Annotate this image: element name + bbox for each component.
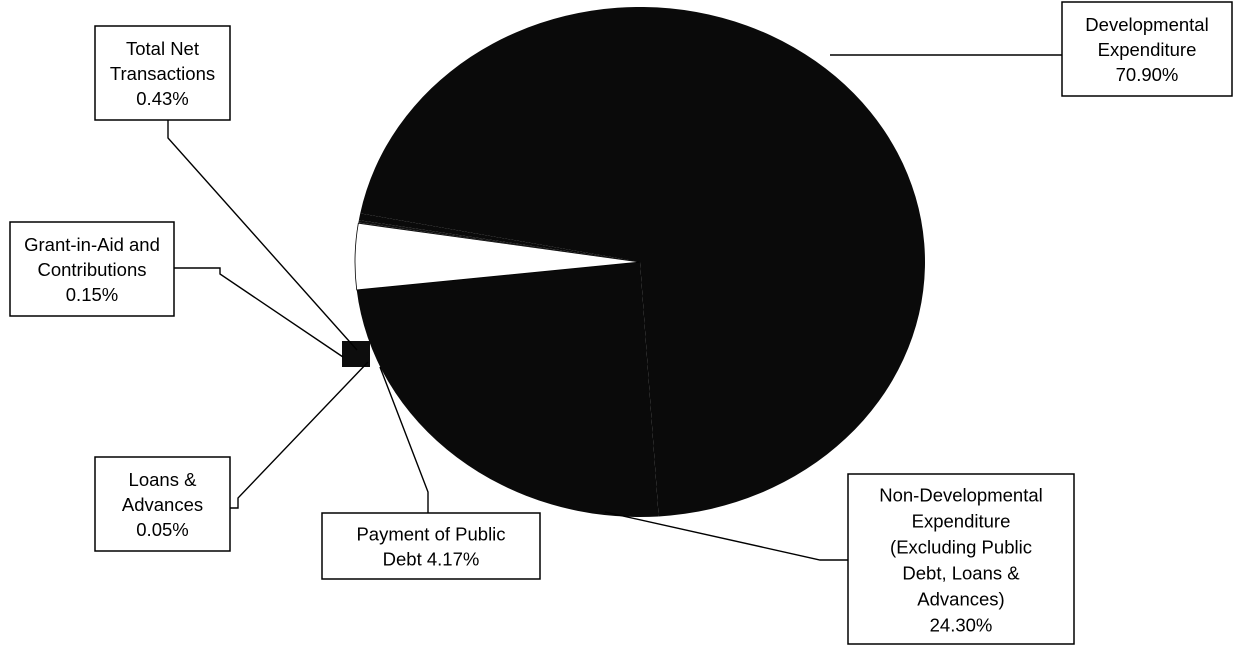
pie-slice-developmental — [360, 6, 926, 517]
label-box — [321, 512, 541, 580]
pie-slice-small-segments — [342, 341, 370, 367]
label-line: 0.43% — [136, 88, 188, 109]
label-box — [847, 473, 1075, 645]
slice-label-grant-in-aid: Grant-in-Aid and Contributions 0.15% — [9, 221, 175, 317]
label-line: 24.30% — [930, 614, 993, 635]
leader-line-grant-in-aid — [174, 267, 344, 358]
label-line: Advances — [122, 494, 203, 515]
label-line: 0.15% — [66, 284, 118, 305]
label-line: Developmental — [1085, 14, 1208, 35]
label-line: Advances) — [917, 588, 1004, 609]
slice-label-non-developmental: Non-Developmental Expenditure (Excluding P… — [847, 473, 1075, 645]
label-line: (Excluding Public — [890, 536, 1032, 557]
pie-slice-grant-in-aid — [358, 220, 640, 262]
label-line: Loans & — [129, 469, 198, 490]
label-line: Transactions — [110, 63, 215, 84]
leader-lines — [167, 54, 1062, 561]
slice-label-payment-of-public-debt: Payment of Public Debt 4.17% — [321, 512, 541, 580]
pie-slice-total-net-transactions — [358, 213, 640, 262]
leader-line-non-developmental — [604, 511, 848, 561]
label-line: Expenditure — [912, 510, 1011, 531]
label-line: Total Net — [126, 38, 199, 59]
label-line: 0.05% — [136, 519, 188, 540]
leader-line-total-net-transactions — [167, 120, 358, 351]
label-line: Debt, Loans & — [902, 562, 1020, 583]
label-line: Debt 4.17% — [383, 549, 480, 570]
pie-slice-payment-of-public-debt — [354, 222, 641, 291]
label-line: Payment of Public — [356, 524, 505, 545]
pie-slice-loans-and-advances — [358, 222, 640, 262]
pie-slices — [342, 6, 926, 517]
label-line: Expenditure — [1098, 39, 1197, 60]
pie-slice-non-developmental — [356, 262, 659, 517]
label-line: Grant-in-Aid and — [24, 234, 160, 255]
leader-line-payment-of-public-debt — [379, 366, 429, 513]
label-box — [9, 221, 175, 317]
label-line: 70.90% — [1116, 64, 1179, 85]
label-box — [94, 456, 231, 552]
leader-line-loans-and-advances — [230, 361, 369, 509]
label-line: Contributions — [37, 259, 146, 280]
slice-label-total-net-transactions: Total Net Transactions 0.43% — [94, 25, 231, 121]
label-box — [94, 25, 231, 121]
slice-label-loans-and-advances: Loans & Advances 0.05% — [94, 456, 231, 552]
slice-labels: Developmental Expenditure 70.90% Non-Develo… — [9, 1, 1233, 645]
label-box — [1061, 1, 1233, 97]
label-line: Non-Developmental — [879, 484, 1043, 505]
slice-label-developmental: Developmental Expenditure 70.90% — [1061, 1, 1233, 97]
